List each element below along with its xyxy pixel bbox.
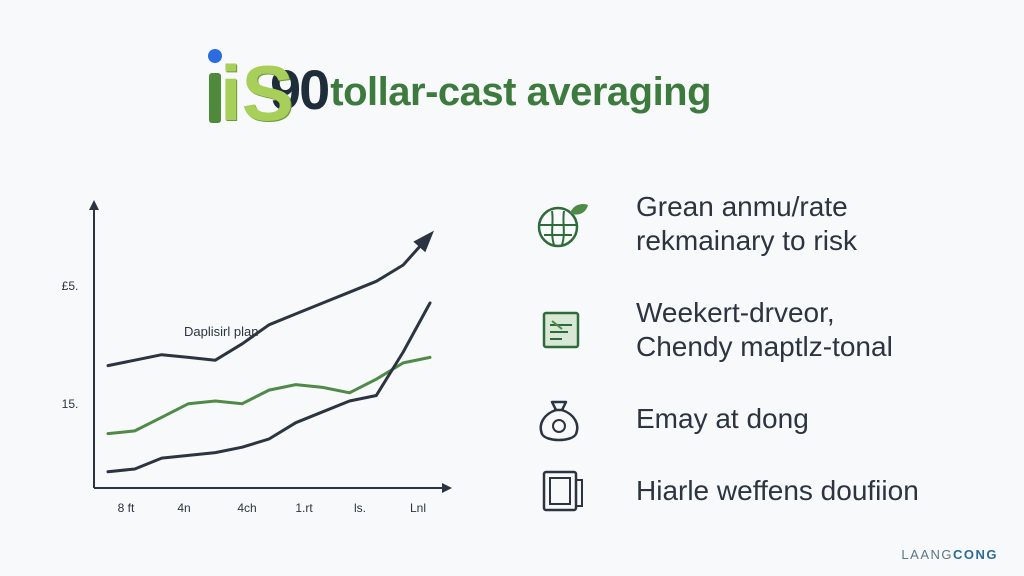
x-tick-label: 1.rt [295,501,313,515]
brand-part-1: LAANG [901,547,953,562]
feature-item-1: Grean anmu/rate rekmainary to risk [530,190,857,258]
logo-letters: iS [220,49,294,137]
logo-i-stem [209,73,221,123]
x-tick-label: 4n [177,501,190,515]
feature-4-line-1: Hiarle weffens doufiion [636,475,919,506]
document-ticket-icon [542,311,580,349]
feature-2-line-2: Chendy maptlz-tonal [636,331,893,362]
series-arrowhead [413,230,435,253]
title-logo: iS 90 tollar-cast averaging [200,44,712,134]
x-tick-label: 4ch [237,501,256,515]
x-tick-label: ls. [354,501,366,515]
chart-annotation: Daplisirl plan [184,324,258,339]
feature-item-3: Emay at dong [530,394,809,444]
title-text: tollar-cast averaging [330,69,712,114]
x-tick-label: 8 ft [118,501,135,515]
y-tick-label: £5. [62,279,79,293]
title-number: 90 [270,57,330,121]
logo-mark: iS [200,45,294,133]
brand-part-2: CONG [953,547,998,562]
feature-1-line-1: Grean anmu/rate [636,191,848,222]
calendar-frame-icon [542,470,583,512]
series-line-1 [106,233,432,368]
feature-2-line-1: Weekert-drveor, [636,297,835,328]
x-axis-arrow [442,483,452,493]
y-tick-label: 15. [62,397,79,411]
money-bag-icon [539,400,579,442]
feature-3-line-1: Emay at dong [636,403,809,434]
feature-item-4: Hiarle weffens doufiion [530,466,919,516]
logo-dot [208,49,222,63]
y-axis-arrow [89,200,99,210]
brand-watermark: LAANGCONG [901,547,998,562]
feature-item-2: Weekert-drveor, Chendy maptlz-tonal [530,296,893,364]
series-line-2 [106,355,432,436]
x-tick-label: Lnl [410,501,426,515]
globe-leaf-icon [537,203,588,248]
feature-1-line-2: rekmainary to risk [636,225,857,256]
series-line-3 [106,301,432,474]
line-chart: 8 ft 4n 4ch 1.rt ls. Lnl £5. 15. Daplisirl plan [62,200,452,515]
